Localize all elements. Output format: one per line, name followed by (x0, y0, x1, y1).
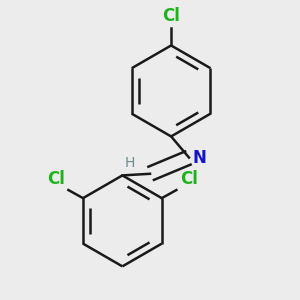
Text: Cl: Cl (47, 170, 65, 188)
Text: H: H (125, 156, 135, 170)
Text: Cl: Cl (180, 170, 197, 188)
Text: Cl: Cl (162, 7, 180, 25)
Text: N: N (193, 148, 207, 166)
